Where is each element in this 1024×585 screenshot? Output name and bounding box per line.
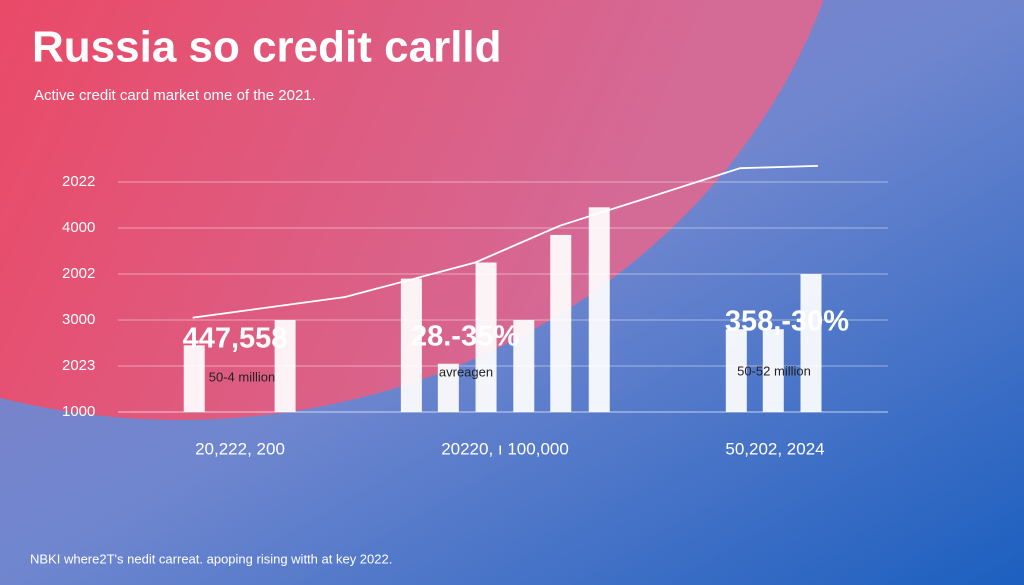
chart-title: Russia so credit carlld [32, 23, 502, 72]
group-note: 50-4 million [209, 369, 275, 384]
y-axis-label: 3000 [62, 311, 95, 328]
bar [762, 329, 784, 412]
y-axis-label: 2023 [62, 357, 95, 374]
bar [550, 234, 572, 412]
bar [800, 274, 822, 412]
y-axis-label: 1000 [62, 403, 95, 420]
subtitle: Active credit card market ome of the 202… [34, 87, 316, 104]
background-shape [0, 0, 824, 420]
bar [588, 207, 610, 412]
trend-line [192, 165, 818, 319]
group-figure: 447,558 [183, 323, 288, 355]
group-figure: 28.-35% [411, 321, 519, 353]
bar [513, 320, 535, 412]
bar [183, 345, 205, 412]
group-figure: 358,-30% [725, 306, 849, 338]
bar [725, 329, 747, 412]
bar [274, 320, 296, 412]
bar [475, 262, 497, 412]
group-note: avreagen [439, 364, 493, 379]
group-note: 50-52 million [737, 363, 811, 378]
y-axis-label: 4000 [62, 219, 95, 236]
y-axis-label: 2022 [62, 173, 95, 190]
y-axis-label: 2002 [62, 265, 95, 282]
group-label: 20220, ı 100,000 [441, 439, 569, 458]
bar [437, 363, 459, 412]
bar [400, 278, 422, 412]
footnote: NBKI where2T's nedit carreat. apoping ri… [30, 551, 392, 566]
group-label: 20,222, 200 [195, 439, 285, 458]
group-label: 50,202, 2024 [725, 439, 824, 458]
